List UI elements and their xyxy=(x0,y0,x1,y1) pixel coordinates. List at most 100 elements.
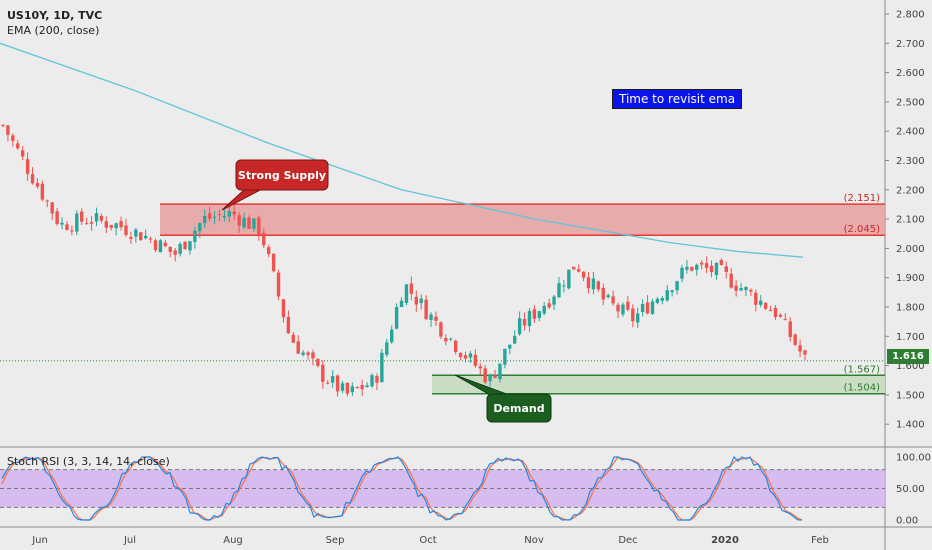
indicator-label[interactable]: EMA (200, close) xyxy=(7,24,100,37)
candle-body xyxy=(16,143,20,149)
candle-body xyxy=(670,290,674,293)
candle xyxy=(542,302,546,316)
candle-body xyxy=(291,334,295,343)
symbol-label[interactable]: US10Y, 1D, TVC xyxy=(7,9,103,22)
candle-body xyxy=(645,302,650,314)
candle-body xyxy=(547,303,551,308)
candle-body xyxy=(50,202,54,214)
candle xyxy=(291,331,295,343)
supply-bottom-label: (2.045) xyxy=(844,224,881,235)
candle xyxy=(276,269,281,301)
candle-body xyxy=(350,386,355,393)
candle-body xyxy=(478,366,482,369)
candle-body xyxy=(247,217,251,229)
candle xyxy=(586,272,591,294)
candle-body xyxy=(626,301,630,310)
stoch-rsi-pane: 100.00 50.00 0.00 xyxy=(0,453,931,527)
time-axis[interactable]: Jun Jul Aug Sep Oct Nov Dec 2020 Feb xyxy=(31,535,829,546)
candle xyxy=(567,269,571,290)
candle-body xyxy=(754,292,758,305)
candle-body xyxy=(621,304,625,315)
candle-body xyxy=(399,300,404,308)
candle xyxy=(739,283,743,292)
candle-body xyxy=(276,272,281,297)
candle xyxy=(262,228,266,249)
candle xyxy=(301,349,305,357)
candle xyxy=(158,239,163,253)
candle-body xyxy=(655,298,660,303)
candle-body xyxy=(222,215,227,218)
candle xyxy=(606,293,610,299)
candle xyxy=(134,227,138,243)
candle-body xyxy=(704,263,709,268)
candle-body xyxy=(744,286,748,291)
time-tick-label: Dec xyxy=(618,535,637,546)
stoch-k-line xyxy=(1,455,803,521)
candle-body xyxy=(11,135,15,141)
candle xyxy=(345,382,350,397)
candle xyxy=(759,295,763,308)
price-tick-label: 1.800 xyxy=(896,303,925,314)
candle-body xyxy=(517,318,522,335)
candle xyxy=(704,256,709,274)
candle xyxy=(326,380,330,385)
candle xyxy=(266,244,271,258)
candle xyxy=(60,217,64,230)
candle-body xyxy=(719,260,724,266)
candle xyxy=(25,152,30,181)
candle xyxy=(754,289,758,312)
candle-body xyxy=(311,352,315,359)
candle xyxy=(478,362,482,375)
candle xyxy=(84,217,89,225)
candle-body xyxy=(193,230,197,242)
candle xyxy=(449,337,453,342)
candle xyxy=(237,211,241,233)
price-tick-label: 2.100 xyxy=(896,215,925,226)
candle xyxy=(30,167,35,185)
price-axis[interactable]: 2.800 2.700 2.600 2.500 2.400 2.300 2.200 2.100… xyxy=(885,10,925,431)
candle-body xyxy=(360,385,364,390)
candle-body xyxy=(616,304,620,312)
stoch-rsi-label[interactable]: Stoch RSI (3, 3, 14, 14, close) xyxy=(7,455,170,468)
candle xyxy=(680,264,684,283)
candle xyxy=(581,271,586,282)
time-tick-label: Jul xyxy=(123,535,136,546)
candle-body xyxy=(109,224,113,228)
candle-body xyxy=(217,214,222,216)
candle xyxy=(232,205,236,220)
candle xyxy=(227,205,232,223)
candle-body xyxy=(198,223,202,232)
candle-body xyxy=(488,375,492,382)
candle-body xyxy=(257,217,261,236)
demand-callout-label: Demand xyxy=(493,402,544,415)
candle xyxy=(616,302,620,319)
candle xyxy=(493,369,497,379)
candle xyxy=(193,226,197,249)
candle xyxy=(591,272,596,295)
candle-body xyxy=(114,223,118,229)
price-tick-label: 2.000 xyxy=(896,244,925,255)
candle-body xyxy=(89,222,94,224)
candle xyxy=(409,276,414,301)
candle xyxy=(665,285,669,302)
candle-body xyxy=(557,283,561,298)
candle-body xyxy=(335,375,340,392)
candle xyxy=(645,295,650,315)
candle xyxy=(690,266,694,272)
candle-body xyxy=(542,305,546,314)
demand-callout xyxy=(486,393,552,423)
candle-body xyxy=(65,224,69,230)
candle xyxy=(537,310,542,322)
candle-body xyxy=(45,200,49,202)
candle-body xyxy=(207,213,212,219)
candle xyxy=(311,349,315,366)
candle xyxy=(365,382,369,388)
candle xyxy=(45,199,49,208)
candle xyxy=(380,348,384,383)
candle xyxy=(611,290,615,306)
candle-body xyxy=(35,183,40,187)
candle xyxy=(370,373,374,389)
candle xyxy=(473,349,478,368)
candle xyxy=(468,350,473,363)
